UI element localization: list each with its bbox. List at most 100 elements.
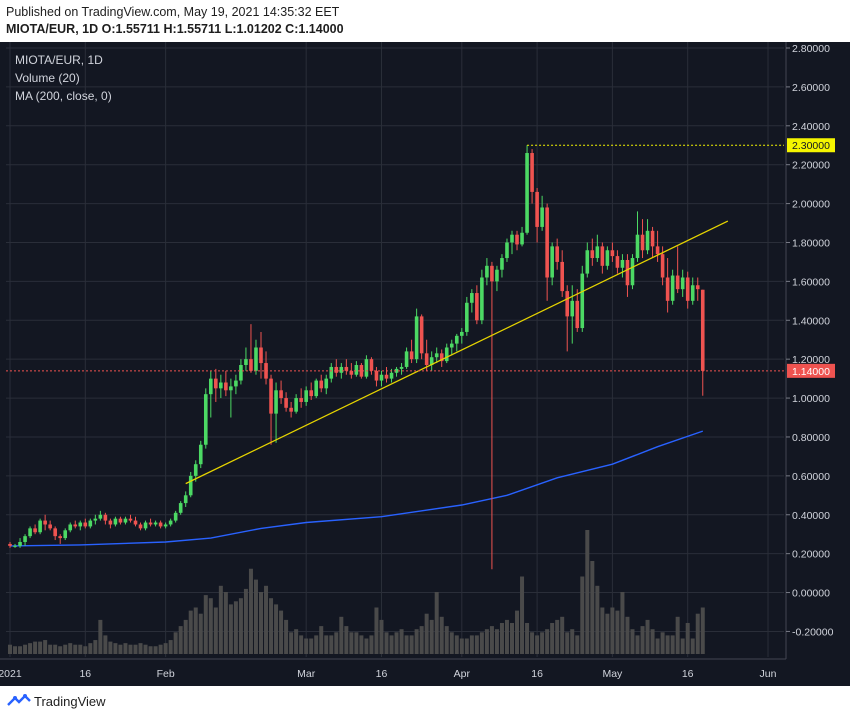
volume-bar <box>108 641 113 654</box>
volume-bar <box>444 626 449 654</box>
candle-body <box>600 246 605 266</box>
legend-ma: MA (200, close, 0) <box>15 89 112 103</box>
volume-bar <box>650 629 655 654</box>
candle-body <box>585 250 590 274</box>
volume-bar <box>188 610 193 654</box>
volume-bar <box>264 585 269 654</box>
volume-bar <box>600 607 605 654</box>
volume-bar <box>98 619 103 654</box>
price-tick-label: 1.20000 <box>792 354 830 366</box>
volume-bar <box>545 629 550 654</box>
candle-body <box>369 359 374 371</box>
volume-bar <box>163 643 168 654</box>
candle-body <box>444 347 449 362</box>
candle-body <box>229 386 233 391</box>
candle-body <box>685 277 690 301</box>
volume-bar <box>228 604 233 654</box>
volume-bar <box>645 619 650 654</box>
volume-bar <box>700 607 705 654</box>
volume-bar <box>319 626 324 654</box>
volume-bar <box>660 632 665 654</box>
volume-bar <box>113 643 118 654</box>
candle-body <box>73 524 78 527</box>
candle-body <box>515 234 519 245</box>
candle-body <box>434 353 439 358</box>
volume-bar <box>389 635 394 654</box>
volume-bar <box>294 629 299 654</box>
candle-body <box>399 366 404 369</box>
price-axis[interactable]: 2.80000 2.60000 2.40000 2.20000 2.00000 1.800… <box>785 42 835 659</box>
candle-body <box>138 524 143 529</box>
volume-bar <box>274 604 279 654</box>
volume-bar <box>173 632 178 654</box>
price-tick-label: 0.60000 <box>792 471 830 483</box>
volume-bar <box>128 644 133 654</box>
candle-body <box>354 365 359 375</box>
candle-body <box>615 256 620 268</box>
candle-body <box>480 277 484 321</box>
volume-bar <box>419 626 424 654</box>
candle-body <box>359 365 364 377</box>
candle-body <box>269 378 273 414</box>
candle-body <box>294 398 298 412</box>
candle-body <box>475 293 479 321</box>
candle-body <box>33 528 37 533</box>
volume-bar <box>685 623 690 654</box>
volume-bar <box>565 632 570 654</box>
candle-body <box>680 277 685 290</box>
candle-body <box>409 351 414 360</box>
volume-bar <box>88 643 93 654</box>
candle-body <box>133 520 138 525</box>
candle-body <box>645 230 650 251</box>
candle-body <box>695 285 700 290</box>
volume-bar <box>178 626 183 654</box>
last-price-label-bg <box>787 363 835 378</box>
time-tick-label: Apr <box>454 668 471 680</box>
tradingview-brand[interactable]: TradingView <box>34 694 106 709</box>
volume-bar <box>384 632 389 654</box>
volume-bar <box>269 598 274 654</box>
volume-bar <box>499 623 504 654</box>
volume-bar <box>655 638 660 654</box>
price-tick-label: 1.60000 <box>792 276 830 288</box>
volume-bar <box>309 638 314 654</box>
volume-bar <box>168 640 173 654</box>
volume-bar <box>73 644 78 654</box>
price-chart[interactable]: 2.80000 2.60000 2.40000 2.20000 2.00000 1.800… <box>0 42 850 686</box>
volume-bar <box>575 635 580 654</box>
candle-body <box>610 250 615 257</box>
candle-body <box>389 372 394 379</box>
candle-body <box>625 259 630 286</box>
volume-bar <box>399 629 404 654</box>
volume-bar <box>469 635 474 654</box>
volume-bar <box>424 613 429 654</box>
volume-bar <box>510 623 514 654</box>
candle-body <box>449 343 454 348</box>
volume-bar <box>630 629 635 654</box>
candle-body <box>555 246 559 262</box>
volume-bar <box>550 623 555 654</box>
candle-body <box>465 302 469 332</box>
candle-body <box>640 234 645 251</box>
candle-body <box>329 366 334 379</box>
candle-body <box>540 207 544 227</box>
candle-body <box>148 522 153 525</box>
price-tick-label: 2.80000 <box>792 43 830 55</box>
candle-body <box>38 520 42 533</box>
volume-bar <box>434 592 439 654</box>
volume-bars <box>8 530 705 654</box>
candle-body <box>404 351 409 367</box>
candle-body <box>490 265 494 282</box>
volume-bar <box>530 632 535 654</box>
volume-bar <box>479 632 484 654</box>
volume-bar <box>374 607 379 654</box>
candle-body <box>394 368 399 373</box>
tradingview-logo-icon[interactable] <box>6 693 32 711</box>
time-axis[interactable]: 2021 16 Feb Mar 16 Apr 16 May 16 Jun <box>0 658 786 680</box>
price-tick-label: 2.60000 <box>792 82 830 94</box>
volume-bar <box>148 646 153 654</box>
candle-body <box>570 300 575 317</box>
close-label: C: <box>285 22 299 36</box>
volume-bar <box>304 638 309 654</box>
candle-body <box>43 520 47 525</box>
